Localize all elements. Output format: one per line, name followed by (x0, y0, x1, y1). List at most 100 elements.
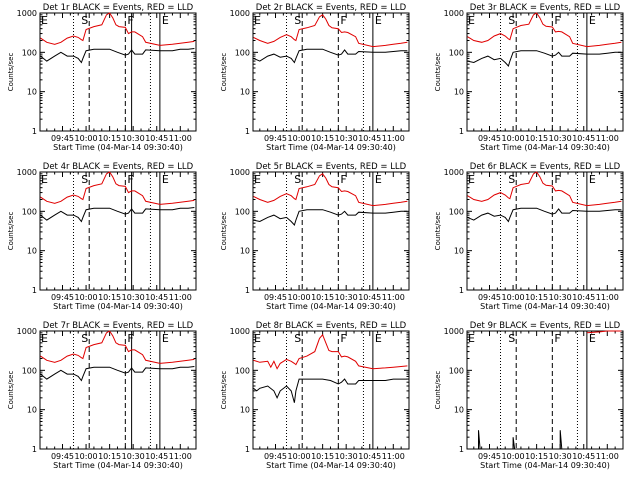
series-line-lld (586, 330, 622, 334)
x-axis-label: Start Time (04-Mar-14 09:30:40) (480, 461, 610, 470)
series-line-lld (253, 14, 408, 48)
y-tick-label: 100 (22, 207, 37, 216)
marker-s: S (294, 173, 301, 186)
x-tick-label: 10:30 (335, 293, 358, 302)
plot-frame (39, 330, 197, 450)
marker-f: F (554, 14, 560, 27)
series-line-events (467, 430, 622, 450)
y-tick-label: 1 (32, 127, 37, 136)
y-tick-label: 10 (27, 406, 37, 415)
marker-e: E (375, 14, 382, 27)
marker-e: E (162, 14, 169, 27)
x-tick-label: 10:45 (145, 293, 168, 302)
y-tick-label: 1000 (17, 9, 37, 18)
x-tick-label: 10:15 (311, 134, 334, 143)
plot-frame (466, 171, 624, 291)
x-tick-label: 09:45 (264, 293, 287, 302)
y-tick-label: 1000 (17, 168, 37, 177)
x-tick-label: 10:00 (75, 293, 98, 302)
x-tick-label: 10:15 (525, 293, 548, 302)
x-tick-label: 10:30 (549, 452, 572, 461)
marker-s: S (81, 332, 88, 345)
x-tick-label: 11:00 (169, 134, 192, 143)
y-tick-label: 10 (240, 88, 250, 97)
detector-panel-2: Det 2r BLACK = Events, RED = LLD Counts/s… (220, 3, 410, 152)
x-tick-label: 10:00 (75, 134, 98, 143)
marker-s: S (508, 173, 515, 186)
panel-title: Det 9r BLACK = Events, RED = LLD (470, 321, 621, 331)
marker-e: E (468, 14, 475, 27)
marker-e: E (41, 332, 48, 345)
series-line-events (253, 48, 408, 64)
marker-s: S (508, 332, 515, 345)
marker-e: E (41, 14, 48, 27)
series-line-events (40, 48, 195, 64)
x-tick-label: 10:30 (122, 293, 145, 302)
y-axis-label: Counts/sec (220, 53, 228, 92)
x-tick-label: 09:45 (478, 134, 501, 143)
marker-e: E (162, 332, 169, 345)
y-tick-label: 10 (454, 247, 464, 256)
x-tick-label: 10:30 (335, 134, 358, 143)
marker-s: S (81, 14, 88, 27)
y-axis-label: Counts/sec (7, 371, 15, 410)
x-axis-label: Start Time (04-Mar-14 09:30:40) (53, 461, 183, 470)
marker-e: E (375, 332, 382, 345)
y-tick-label: 100 (449, 48, 464, 57)
detector-panel-4: Det 4r BLACK = Events, RED = LLD Counts/s… (7, 162, 197, 311)
series-line-lld (40, 12, 195, 46)
marker-s: S (81, 173, 88, 186)
panel-title: Det 4r BLACK = Events, RED = LLD (43, 162, 194, 172)
y-tick-label: 1000 (230, 9, 250, 18)
y-tick-label: 1 (32, 445, 37, 454)
x-tick-label: 09:45 (264, 452, 287, 461)
marker-f: F (340, 173, 346, 186)
x-axis-label: Start Time (04-Mar-14 09:30:40) (266, 461, 396, 470)
marker-e: E (254, 14, 261, 27)
x-tick-label: 10:00 (502, 452, 525, 461)
x-axis-label: Start Time (04-Mar-14 09:30:40) (480, 143, 610, 152)
panel-title: Det 6r BLACK = Events, RED = LLD (470, 162, 621, 172)
y-tick-label: 1 (245, 127, 250, 136)
x-tick-label: 10:45 (145, 452, 168, 461)
y-tick-label: 100 (449, 366, 464, 375)
marker-s: S (508, 14, 515, 27)
panel-title: Det 5r BLACK = Events, RED = LLD (256, 162, 407, 172)
y-axis-label: Counts/sec (434, 212, 442, 251)
y-tick-label: 1000 (230, 327, 250, 336)
x-tick-label: 10:30 (549, 293, 572, 302)
x-tick-label: 09:45 (51, 293, 74, 302)
y-tick-label: 1000 (230, 168, 250, 177)
y-tick-label: 1 (459, 445, 464, 454)
y-tick-label: 1000 (444, 9, 464, 18)
plot-frame (252, 171, 410, 291)
x-tick-label: 10:15 (311, 293, 334, 302)
x-tick-label: 09:45 (478, 293, 501, 302)
series-line-events (253, 209, 408, 226)
plot-frame (39, 12, 197, 132)
series-line-events (253, 378, 408, 403)
y-tick-label: 1000 (444, 327, 464, 336)
y-tick-label: 10 (240, 406, 250, 415)
marker-f: F (554, 173, 560, 186)
x-tick-label: 10:15 (98, 452, 121, 461)
series-line-lld (40, 330, 195, 364)
plot-frame (252, 330, 410, 450)
x-tick-label: 10:00 (75, 452, 98, 461)
marker-f: F (554, 332, 560, 345)
x-tick-label: 10:30 (122, 134, 145, 143)
y-tick-label: 100 (22, 48, 37, 57)
x-tick-label: 11:00 (596, 134, 619, 143)
x-tick-label: 10:30 (335, 452, 358, 461)
x-tick-label: 09:45 (478, 452, 501, 461)
x-tick-label: 10:15 (525, 452, 548, 461)
y-tick-label: 100 (235, 207, 250, 216)
marker-f: F (340, 14, 346, 27)
y-tick-label: 100 (22, 366, 37, 375)
marker-e: E (589, 14, 596, 27)
detector-panel-9: Det 9r BLACK = Events, RED = LLD Counts/s… (434, 321, 624, 470)
x-tick-label: 11:00 (169, 452, 192, 461)
y-tick-label: 1 (459, 286, 464, 295)
y-axis-label: Counts/sec (7, 53, 15, 92)
